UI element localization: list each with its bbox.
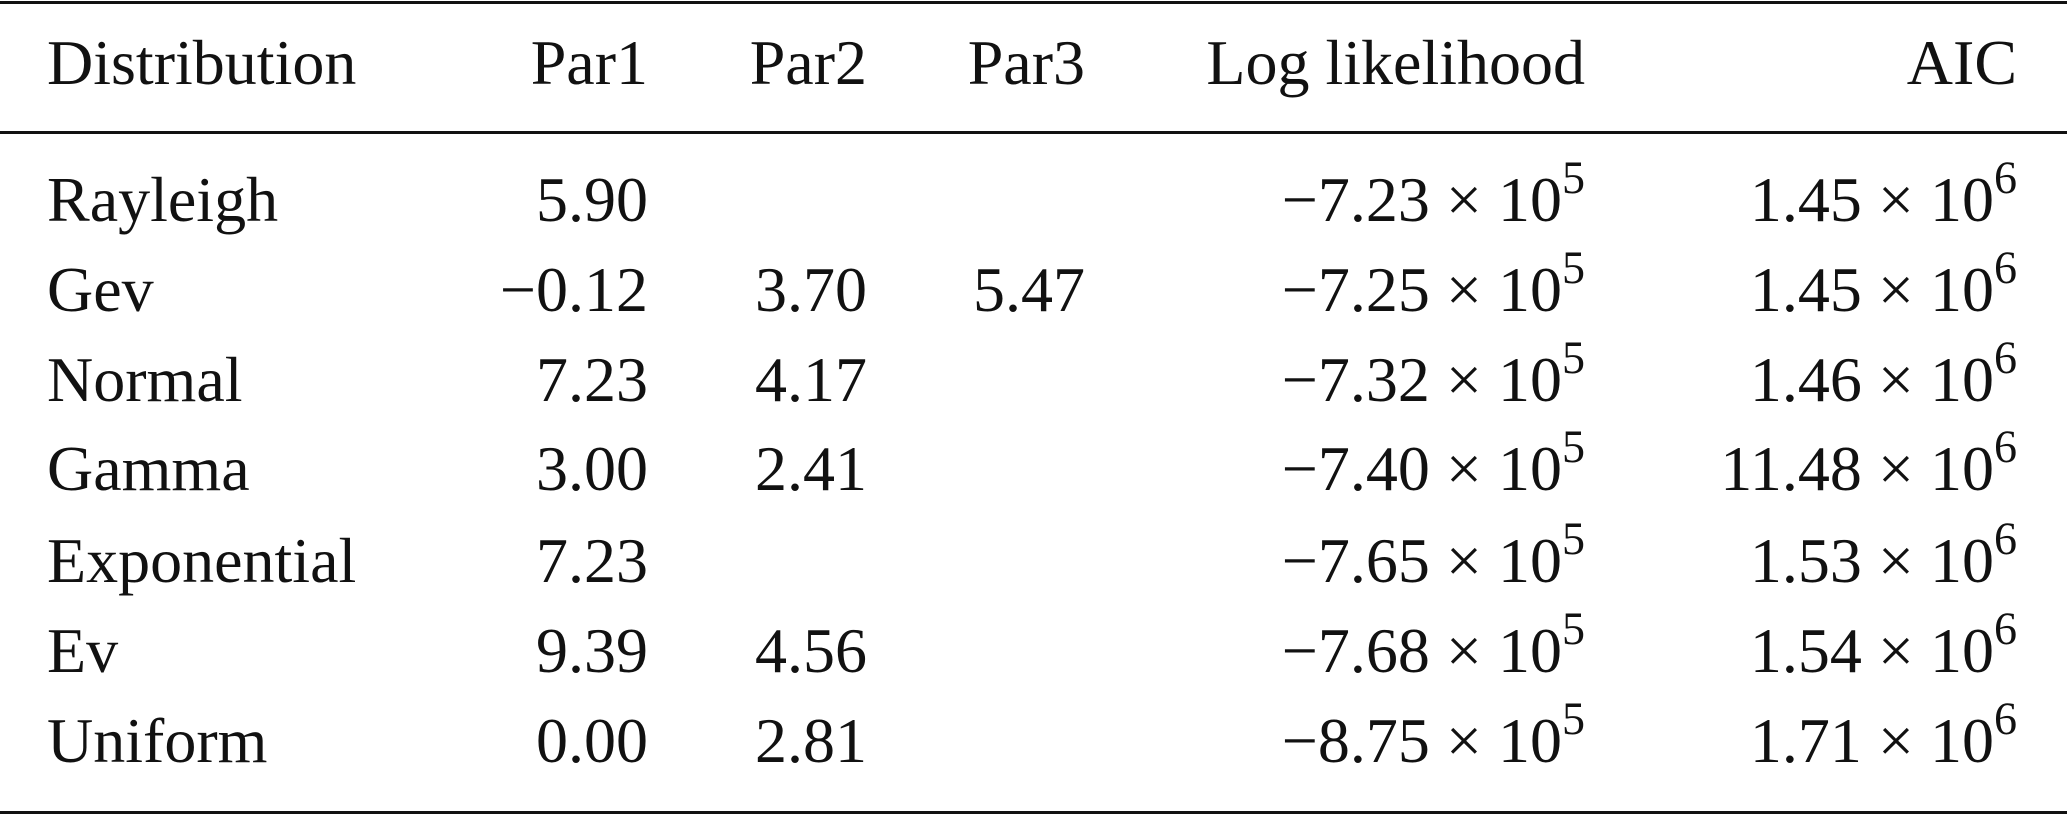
mantissa: 1.53 × 10 [1749, 525, 1994, 596]
sci-cell: 11.48 × 106 [1720, 424, 2017, 509]
mantissa: 1.45 × 10 [1749, 254, 1994, 325]
header-cell: Log likelihood [1206, 27, 1585, 98]
mantissa: −7.32 × 10 [1281, 344, 1562, 415]
sci-cell: −8.75 × 105 [1281, 696, 1585, 781]
sci-cell: −7.65 × 105 [1281, 516, 1585, 601]
mantissa: −7.40 × 10 [1281, 433, 1562, 504]
exponent: 6 [1993, 152, 2017, 204]
sci-cell: 1.45 × 106 [1749, 155, 2017, 240]
row-label: Gev [47, 254, 154, 325]
header-cell: Par2 [749, 27, 867, 98]
sci-cell: 1.45 × 106 [1749, 245, 2017, 330]
row-label: Gamma [47, 433, 250, 504]
mantissa: −7.25 × 10 [1281, 254, 1562, 325]
mantissa: 1.71 × 10 [1749, 705, 1994, 776]
exponent: 5 [1561, 603, 1585, 655]
sci-cell: 1.54 × 106 [1749, 606, 2017, 691]
mantissa: −8.75 × 10 [1281, 705, 1562, 776]
exponent: 6 [1993, 421, 2017, 473]
value-cell: 9.39 [536, 615, 648, 686]
sci-cell: 1.46 × 106 [1749, 335, 2017, 420]
exponent: 5 [1561, 242, 1585, 294]
exponent: 5 [1561, 513, 1585, 565]
row-label: Exponential [47, 525, 357, 596]
mid-rule [0, 131, 2067, 134]
exponent: 5 [1561, 693, 1585, 745]
sci-cell: 1.53 × 106 [1749, 516, 2017, 601]
value-cell: −0.12 [499, 254, 648, 325]
sci-cell: −7.40 × 105 [1281, 424, 1585, 509]
mantissa: −7.68 × 10 [1281, 615, 1562, 686]
value-cell: 3.00 [536, 433, 648, 504]
value-cell: 3.70 [755, 254, 867, 325]
mantissa: −7.65 × 10 [1281, 525, 1562, 596]
value-cell: 7.23 [536, 344, 648, 415]
exponent: 6 [1993, 242, 2017, 294]
sci-cell: −7.32 × 105 [1281, 335, 1585, 420]
row-label: Rayleigh [47, 164, 279, 235]
value-cell: 2.81 [755, 705, 867, 776]
mantissa: 1.45 × 10 [1749, 164, 1994, 235]
header-cell: Par3 [967, 27, 1085, 98]
sci-cell: −7.23 × 105 [1281, 155, 1585, 240]
value-cell: 4.56 [755, 615, 867, 686]
value-cell: 4.17 [755, 344, 867, 415]
exponent: 5 [1561, 152, 1585, 204]
sci-cell: −7.25 × 105 [1281, 245, 1585, 330]
header-cell: AIC [1906, 27, 2017, 98]
value-cell: 0.00 [536, 705, 648, 776]
header-cell: Distribution [47, 27, 357, 98]
row-label: Ev [47, 615, 119, 686]
value-cell: 7.23 [536, 525, 648, 596]
exponent: 6 [1993, 332, 2017, 384]
mantissa: −7.23 × 10 [1281, 164, 1562, 235]
top-rule [0, 1, 2067, 4]
sci-cell: −7.68 × 105 [1281, 606, 1585, 691]
exponent: 6 [1993, 603, 2017, 655]
value-cell: 5.47 [973, 254, 1085, 325]
header-cell: Par1 [530, 27, 648, 98]
exponent: 6 [1993, 513, 2017, 565]
mantissa: 11.48 × 10 [1720, 433, 1994, 504]
row-label: Uniform [47, 705, 268, 776]
row-label: Normal [47, 344, 243, 415]
bottom-rule [0, 811, 2067, 814]
mantissa: 1.46 × 10 [1749, 344, 1994, 415]
exponent: 5 [1561, 421, 1585, 473]
mantissa: 1.54 × 10 [1749, 615, 1994, 686]
sci-cell: 1.71 × 106 [1749, 696, 2017, 781]
exponent: 6 [1993, 693, 2017, 745]
value-cell: 5.90 [536, 164, 648, 235]
exponent: 5 [1561, 332, 1585, 384]
value-cell: 2.41 [755, 433, 867, 504]
